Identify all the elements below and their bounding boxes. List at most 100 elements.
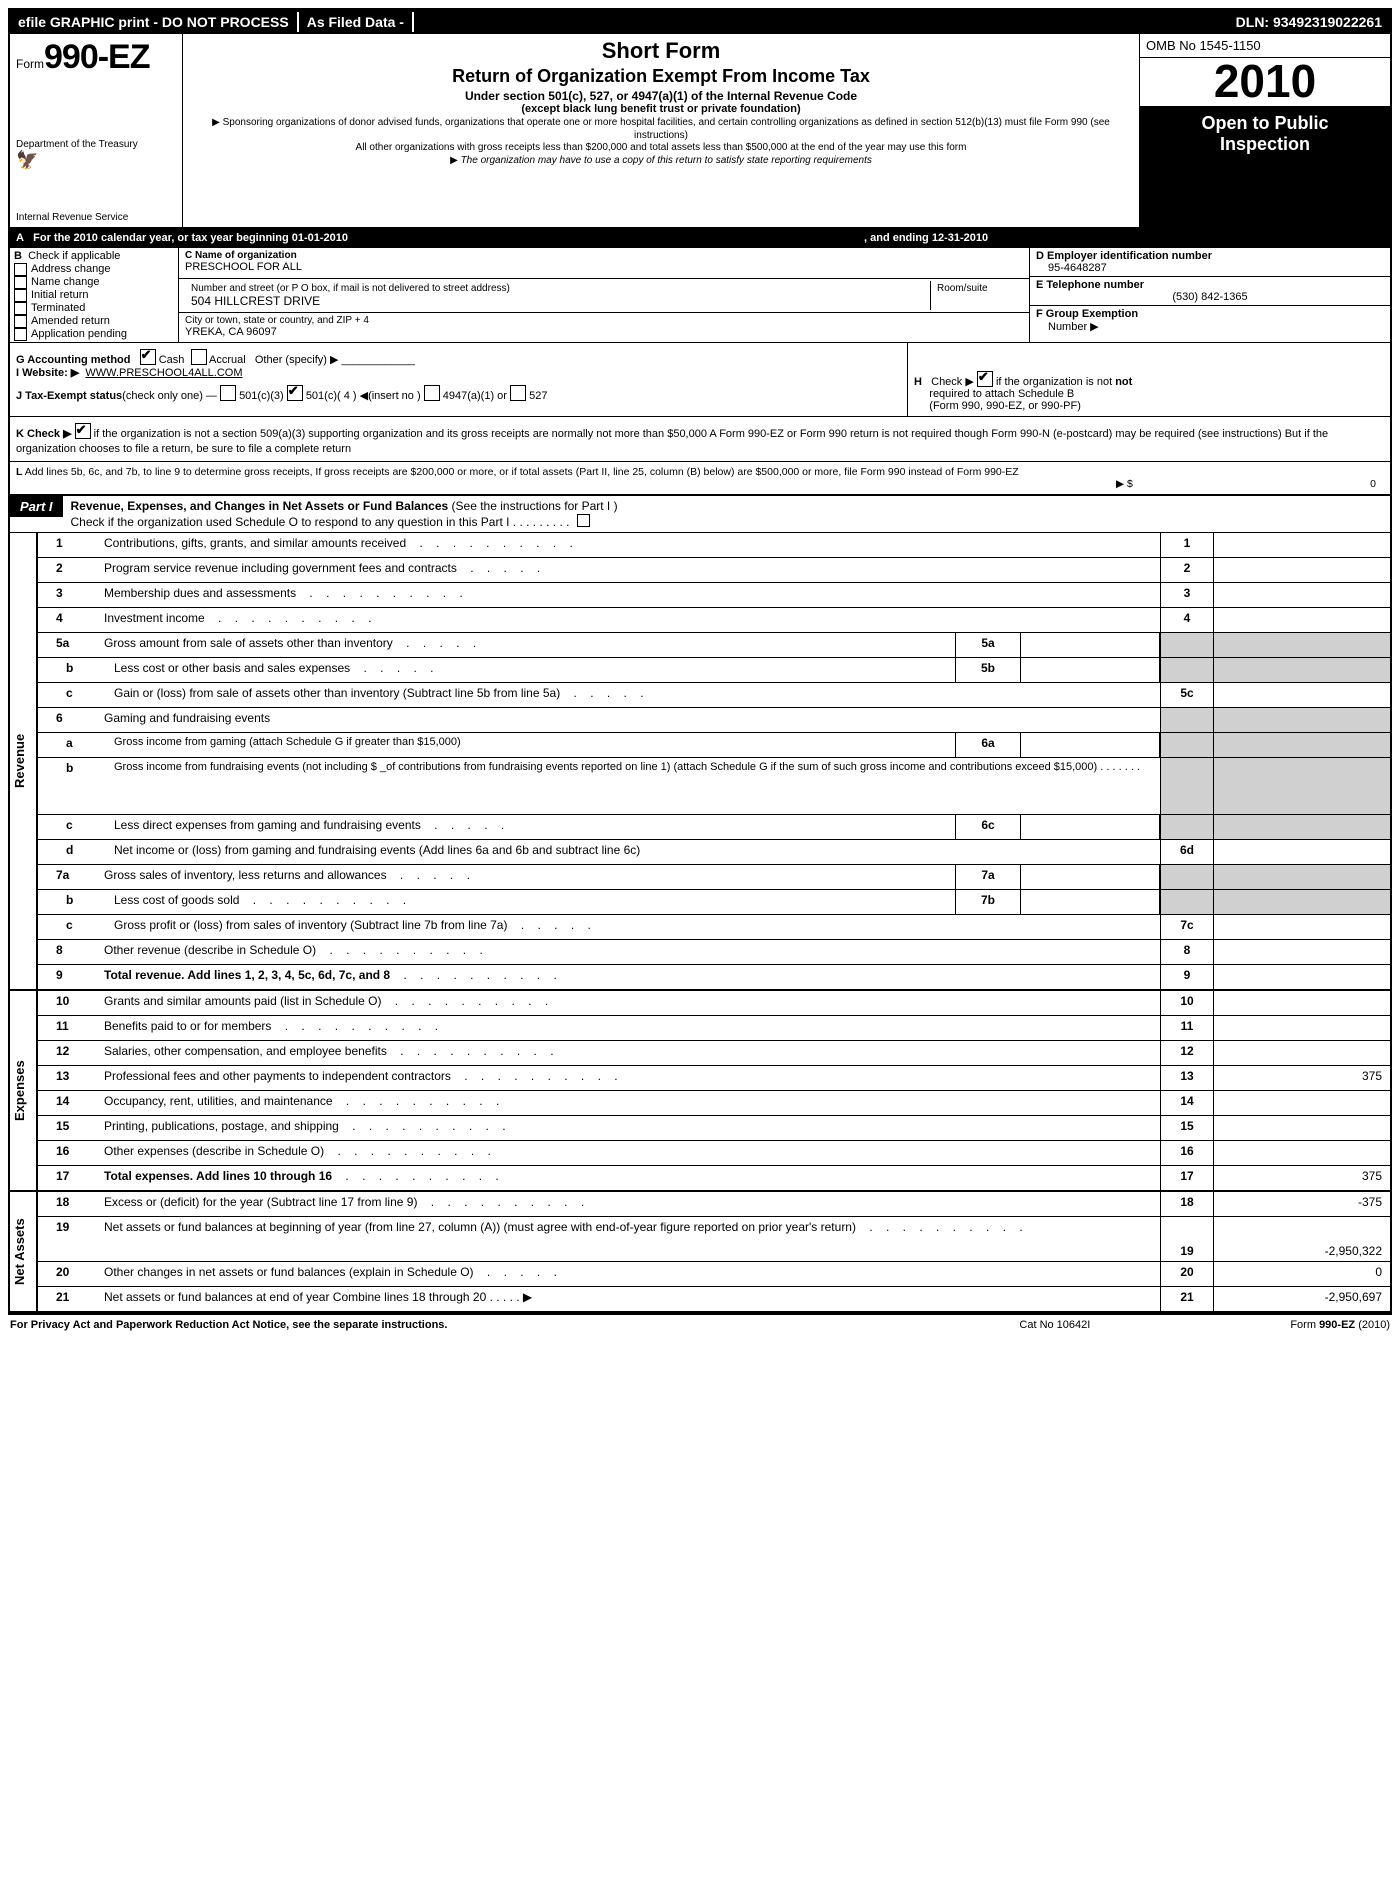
line-5b: bLess cost or other basis and sales expe… xyxy=(38,658,1390,683)
b-header: B Check if applicable xyxy=(14,250,174,262)
line-14: 14Occupancy, rent, utilities, and mainte… xyxy=(38,1091,1390,1116)
d-ein-cell: D Employer identification number 95-4648… xyxy=(1030,248,1390,277)
b-letter: B xyxy=(14,250,22,262)
part1-tab: Part I xyxy=(10,496,63,517)
checkbox-icon[interactable] xyxy=(14,289,27,302)
chk-4947[interactable] xyxy=(424,385,440,401)
line-1: 1Contributions, gifts, grants, and simil… xyxy=(38,533,1390,558)
l-amt-value: 0 xyxy=(1256,466,1384,490)
row-a: A For the 2010 calendar year, or tax yea… xyxy=(10,229,1390,248)
c-addr-value: 504 HILLCREST DRIVE xyxy=(191,294,320,308)
row-a-left: A For the 2010 calendar year, or tax yea… xyxy=(10,229,858,247)
footer-catno: Cat No 10642I xyxy=(1019,1319,1090,1331)
desc: Net assets or fund balances at beginning… xyxy=(104,1220,856,1234)
desc: Total expenses. Add lines 10 through 16 xyxy=(104,1169,332,1183)
checkbox-icon[interactable] xyxy=(14,302,27,315)
j-label: J Tax-Exempt status xyxy=(16,390,122,402)
opt-label: Amended return xyxy=(31,315,110,327)
chk-initial-return[interactable]: Initial return xyxy=(14,288,174,301)
line-18: 18Excess or (deficit) for the year (Subt… xyxy=(38,1192,1390,1217)
footer: For Privacy Act and Paperwork Reduction … xyxy=(8,1315,1392,1331)
val-17: 375 xyxy=(1213,1166,1390,1190)
chk-cash[interactable] xyxy=(140,349,156,365)
open1: Open to Public xyxy=(1201,113,1328,133)
desc: Gross sales of inventory, less returns a… xyxy=(104,868,387,882)
chk-address-change[interactable]: Address change xyxy=(14,262,174,275)
arrow-icon xyxy=(212,117,222,128)
g-accounting: G Accounting method Cash Accrual Other (… xyxy=(16,347,901,366)
rows-revenue: 1Contributions, gifts, grants, and simil… xyxy=(38,533,1390,989)
i-website-value[interactable]: WWW.PRESCHOOL4ALL.COM xyxy=(85,367,242,379)
part1-sub: Check if the organization used Schedule … xyxy=(71,515,570,529)
chk-terminated[interactable]: Terminated xyxy=(14,301,174,314)
desc: Benefits paid to or for members xyxy=(104,1019,271,1033)
fine-print: Sponsoring organizations of donor advise… xyxy=(191,117,1131,167)
fine2: All other organizations with gross recei… xyxy=(356,142,967,153)
dept-irs: Internal Revenue Service xyxy=(16,212,176,223)
chk-name-change[interactable]: Name change xyxy=(14,275,174,288)
chk-app-pending[interactable]: Application pending xyxy=(14,327,174,340)
rows-netassets: 18Excess or (deficit) for the year (Subt… xyxy=(38,1192,1390,1311)
checkbox-icon[interactable] xyxy=(14,328,27,341)
section-g: G Accounting method Cash Accrual Other (… xyxy=(10,343,1390,417)
vside-revenue: Revenue xyxy=(10,533,38,989)
chk-accrual[interactable] xyxy=(191,349,207,365)
return-title: Return of Organization Exempt From Incom… xyxy=(191,66,1131,87)
checkbox-icon[interactable] xyxy=(14,276,27,289)
h-txt2: if the organization is not xyxy=(996,376,1112,388)
desc: Grants and similar amounts paid (list in… xyxy=(104,994,381,1008)
header-center: Short Form Return of Organization Exempt… xyxy=(183,34,1139,227)
checkbox-icon[interactable] xyxy=(14,263,27,276)
form-no: 990-EZ xyxy=(44,38,150,76)
i-label: I Website: ▶ xyxy=(16,367,79,379)
chk-501c3[interactable] xyxy=(220,385,236,401)
rows-expenses: 10Grants and similar amounts paid (list … xyxy=(38,991,1390,1190)
chk-527[interactable] xyxy=(510,385,526,401)
c-city-label: City or town, state or country, and ZIP … xyxy=(185,315,1023,326)
except-label: (except black lung benefit trust or priv… xyxy=(191,103,1131,115)
desc: Occupancy, rent, utilities, and maintena… xyxy=(104,1094,333,1108)
val-19: -2,950,322 xyxy=(1213,1217,1390,1261)
c-room-label: Room/suite xyxy=(931,281,1023,310)
as-filed-label: As Filed Data - xyxy=(299,12,414,32)
desc: Printing, publications, postage, and shi… xyxy=(104,1119,339,1133)
chk-k[interactable] xyxy=(75,423,91,439)
chk-schedule-o[interactable] xyxy=(577,514,590,527)
line-21: 21Net assets or fund balances at end of … xyxy=(38,1287,1390,1311)
opt-label: Application pending xyxy=(31,328,127,340)
val-13: 375 xyxy=(1213,1066,1390,1090)
line-16: 16Other expenses (describe in Schedule O… xyxy=(38,1141,1390,1166)
line-9: 9Total revenue. Add lines 1, 2, 3, 4, 5c… xyxy=(38,965,1390,989)
vlabel-revenue: Revenue xyxy=(10,533,36,989)
chk-amended-return[interactable]: Amended return xyxy=(14,314,174,327)
col-b: B Check if applicable Address change Nam… xyxy=(10,248,179,342)
a-text: For the 2010 calendar year, or tax year … xyxy=(33,232,348,244)
j3-label: 4947(a)(1) or xyxy=(443,390,507,402)
line-7a: 7aGross sales of inventory, less returns… xyxy=(38,865,1390,890)
chk-501c[interactable] xyxy=(287,385,303,401)
line-5a: 5aGross amount from sale of assets other… xyxy=(38,633,1390,658)
table-expenses: Expenses 10Grants and similar amounts pa… xyxy=(10,991,1390,1192)
j4-label: 527 xyxy=(529,390,547,402)
k-text: if the organization is not a section 509… xyxy=(16,428,1328,455)
under-section: Under section 501(c), 527, or 4947(a)(1)… xyxy=(191,89,1131,103)
section-l: L Add lines 5b, 6c, and 7b, to line 9 to… xyxy=(10,462,1390,496)
desc: Other expenses (describe in Schedule O) xyxy=(104,1144,324,1158)
c-name-cell: C Name of organization PRESCHOOL FOR ALL xyxy=(179,248,1029,279)
checkbox-icon[interactable] xyxy=(14,315,27,328)
opt-label: Name change xyxy=(31,276,100,288)
form-container: efile GRAPHIC print - DO NOT PROCESS As … xyxy=(8,8,1392,1315)
opt-label: Initial return xyxy=(31,289,88,301)
desc: Net income or (loss) from gaming and fun… xyxy=(114,843,640,857)
row-a-right: , and ending 12-31-2010 xyxy=(858,229,1390,247)
f-group-label: F Group Exemption xyxy=(1036,308,1138,320)
fine3: The organization may have to use a copy … xyxy=(461,155,872,166)
other-label: Other (specify) ▶ xyxy=(255,354,339,366)
c-city-cell: City or town, state or country, and ZIP … xyxy=(179,313,1029,343)
desc: Less direct expenses from gaming and fun… xyxy=(114,818,421,832)
header: Form990-EZ 🦅 Department of the Treasury … xyxy=(10,34,1390,229)
col-d: D Employer identification number 95-4648… xyxy=(1030,248,1390,342)
desc: Gross income from gaming (attach Schedul… xyxy=(114,736,461,748)
chk-h[interactable] xyxy=(977,371,993,387)
desc: Contributions, gifts, grants, and simila… xyxy=(104,536,406,550)
